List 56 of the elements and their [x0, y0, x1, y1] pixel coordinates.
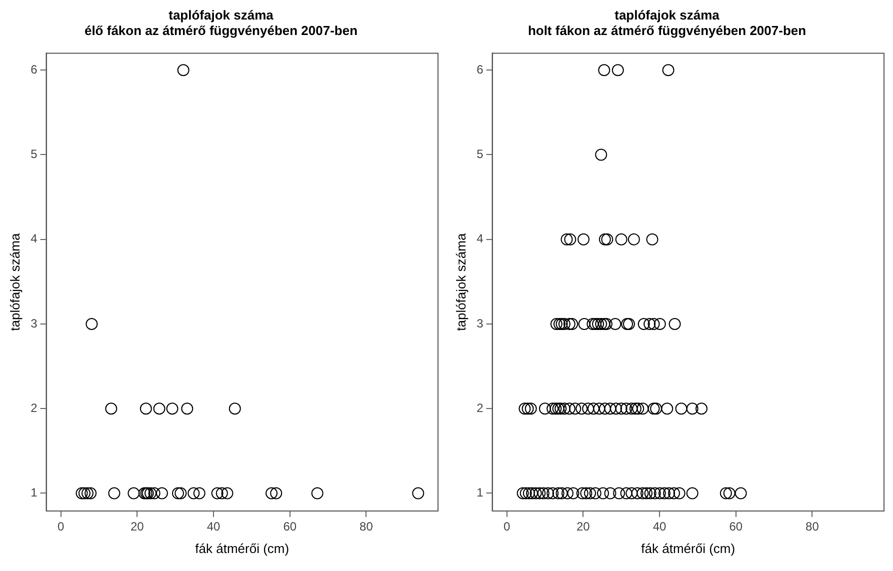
point — [174, 487, 187, 500]
x-tick-label: 60 — [283, 520, 297, 534]
point — [181, 402, 194, 415]
x-axis-title: fák átmérői (cm) — [195, 540, 290, 556]
x-tick-label: 0 — [57, 520, 64, 534]
point — [156, 487, 168, 500]
y-tick-label: 4 — [476, 232, 484, 246]
y-tick-label: 5 — [30, 147, 38, 162]
y-tick-label: 1 — [30, 486, 38, 500]
point — [84, 487, 97, 500]
point — [76, 487, 88, 500]
y-tick-label: 4 — [30, 232, 38, 246]
y-tick-label: 3 — [30, 316, 38, 330]
point — [86, 318, 98, 330]
point — [153, 402, 166, 415]
point — [172, 487, 184, 500]
x-tick-label: 80 — [360, 520, 374, 534]
chart-title: taplófajok száma élő fákon az átmérő függvényében 2007-ben — [84, 7, 358, 38]
point — [193, 487, 206, 500]
point — [270, 487, 282, 500]
y-axis-title: taplófajok száma — [7, 232, 22, 331]
point — [144, 487, 157, 500]
x-tick-label: 20 — [576, 520, 590, 534]
point — [188, 487, 200, 500]
y-tick-label: 2 — [476, 400, 484, 415]
point — [140, 402, 152, 415]
y-tick-label: 2 — [30, 400, 38, 415]
point — [177, 64, 190, 76]
point — [228, 402, 241, 415]
point — [78, 487, 90, 500]
point — [221, 487, 234, 500]
x-tick-label: 60 — [729, 520, 743, 534]
point — [211, 487, 224, 500]
y-tick-label: 3 — [476, 316, 484, 330]
point — [216, 487, 228, 500]
point — [412, 487, 424, 500]
point — [148, 487, 160, 500]
y-tick-label: 1 — [476, 486, 484, 500]
x-axis-title: fák átmérői (cm) — [641, 540, 736, 556]
x-tick-label: 40 — [206, 520, 220, 534]
y-tick-label: 6 — [30, 62, 38, 76]
x-tick-label: 40 — [652, 520, 666, 534]
chart-title: taplófajok száma holt fákon az átmérő függvényében 2007-ben — [528, 7, 806, 38]
point — [128, 487, 140, 500]
point — [311, 487, 324, 500]
x-tick-label: 20 — [130, 520, 144, 534]
x-tick-label: 80 — [806, 520, 820, 534]
x-tick-label: 0 — [503, 520, 510, 534]
point — [166, 402, 178, 415]
point — [266, 487, 278, 500]
point — [105, 402, 118, 415]
point — [82, 487, 94, 500]
y-tick-label: 6 — [476, 62, 484, 76]
point — [108, 487, 120, 500]
y-axis-title: taplófajok száma — [453, 232, 468, 331]
y-tick-label: 5 — [476, 147, 484, 162]
